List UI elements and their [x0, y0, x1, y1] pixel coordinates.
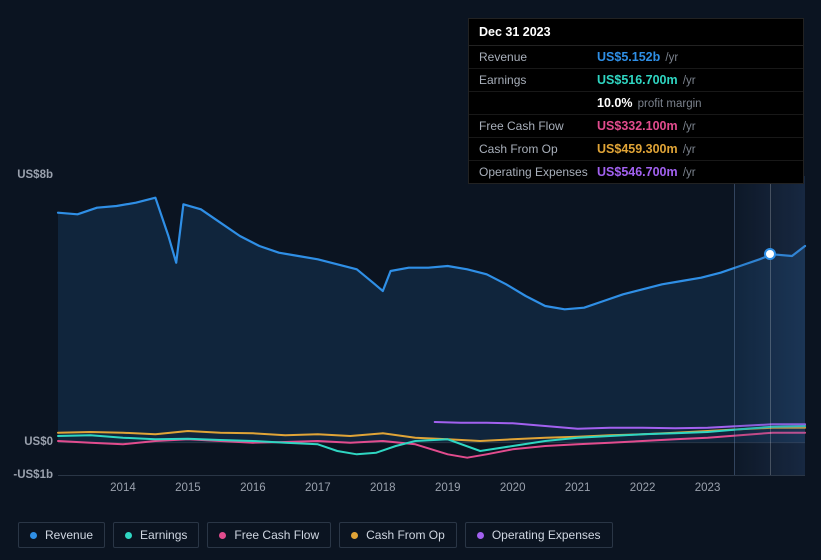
revenue-area: [58, 198, 805, 443]
tooltip-row-label: Cash From Op: [479, 142, 597, 156]
legend-dot-icon: [125, 532, 132, 539]
tooltip-row: RevenueUS$5.152b /yr: [469, 46, 803, 69]
tooltip-row: Operating ExpensesUS$546.700m /yr: [469, 161, 803, 183]
tooltip-row: 10.0% profit margin: [469, 92, 803, 115]
cursor-dot-icon: [764, 248, 776, 260]
x-axis-label: 2019: [435, 482, 461, 494]
x-axis-label: 2021: [565, 482, 591, 494]
financials-chart[interactable]: US$8b US$0 -US$1b 2014 2015 2016 2017 2018 2019…: [0, 158, 821, 518]
y-axis-label: -US$1b: [13, 469, 53, 481]
x-axis-label: 2018: [370, 482, 396, 494]
tooltip-row: Free Cash FlowUS$332.100m /yr: [469, 115, 803, 138]
cursor-line: [770, 176, 771, 475]
tooltip-row-suffix: /yr: [680, 75, 696, 87]
tooltip-row-label: Free Cash Flow: [479, 119, 597, 133]
tooltip-row: Cash From OpUS$459.300m /yr: [469, 138, 803, 161]
legend-item-revenue[interactable]: Revenue: [18, 522, 105, 548]
y-axis-label: US$0: [24, 436, 53, 448]
legend-item-earnings[interactable]: Earnings: [113, 522, 199, 548]
x-axis-labels: 2014 2015 2016 2017 2018 2019 2020 2021 2022 2023: [58, 482, 805, 500]
chart-plot-area[interactable]: [58, 176, 805, 476]
x-axis-label: 2020: [500, 482, 526, 494]
tooltip-row-label: Earnings: [479, 73, 597, 87]
x-axis-label: 2022: [630, 482, 656, 494]
tooltip-date: Dec 31 2023: [469, 19, 803, 46]
tooltip-row-value: US$332.100m: [597, 119, 678, 133]
chart-legend: Revenue Earnings Free Cash Flow Cash From O…: [18, 522, 613, 548]
tooltip-row-value: US$516.700m: [597, 73, 678, 87]
legend-item-free-cash-flow[interactable]: Free Cash Flow: [207, 522, 331, 548]
tooltip-row-label: Revenue: [479, 50, 597, 64]
tooltip-row: EarningsUS$516.700m /yr: [469, 69, 803, 92]
tooltip-row-suffix: profit margin: [634, 98, 701, 110]
legend-dot-icon: [219, 532, 226, 539]
x-axis-label: 2017: [305, 482, 331, 494]
tooltip-row-label: Operating Expenses: [479, 165, 597, 179]
tooltip-row-value: 10.0%: [597, 96, 632, 110]
x-axis-label: 2016: [240, 482, 266, 494]
tooltip-row-suffix: /yr: [662, 52, 678, 64]
tooltip-row-suffix: /yr: [680, 121, 696, 133]
x-axis-label: 2015: [175, 482, 201, 494]
tooltip-row-suffix: /yr: [680, 144, 696, 156]
x-axis-label: 2023: [695, 482, 721, 494]
legend-item-operating-expenses[interactable]: Operating Expenses: [465, 522, 613, 548]
chart-tooltip: Dec 31 2023 RevenueUS$5.152b /yrEarnings…: [468, 18, 804, 184]
legend-dot-icon: [351, 532, 358, 539]
legend-dot-icon: [30, 532, 37, 539]
tooltip-row-value: US$5.152b: [597, 50, 660, 64]
tooltip-row-value: US$459.300m: [597, 142, 678, 156]
legend-label: Cash From Op: [366, 528, 445, 542]
tooltip-row-value: US$546.700m: [597, 165, 678, 179]
legend-label: Operating Expenses: [492, 528, 601, 542]
tooltip-row-suffix: /yr: [680, 167, 696, 179]
legend-dot-icon: [477, 532, 484, 539]
legend-label: Free Cash Flow: [234, 528, 319, 542]
legend-item-cash-from-op[interactable]: Cash From Op: [339, 522, 457, 548]
legend-label: Revenue: [45, 528, 93, 542]
y-axis-label: US$8b: [17, 169, 53, 181]
legend-label: Earnings: [140, 528, 187, 542]
x-axis-label: 2014: [110, 482, 136, 494]
